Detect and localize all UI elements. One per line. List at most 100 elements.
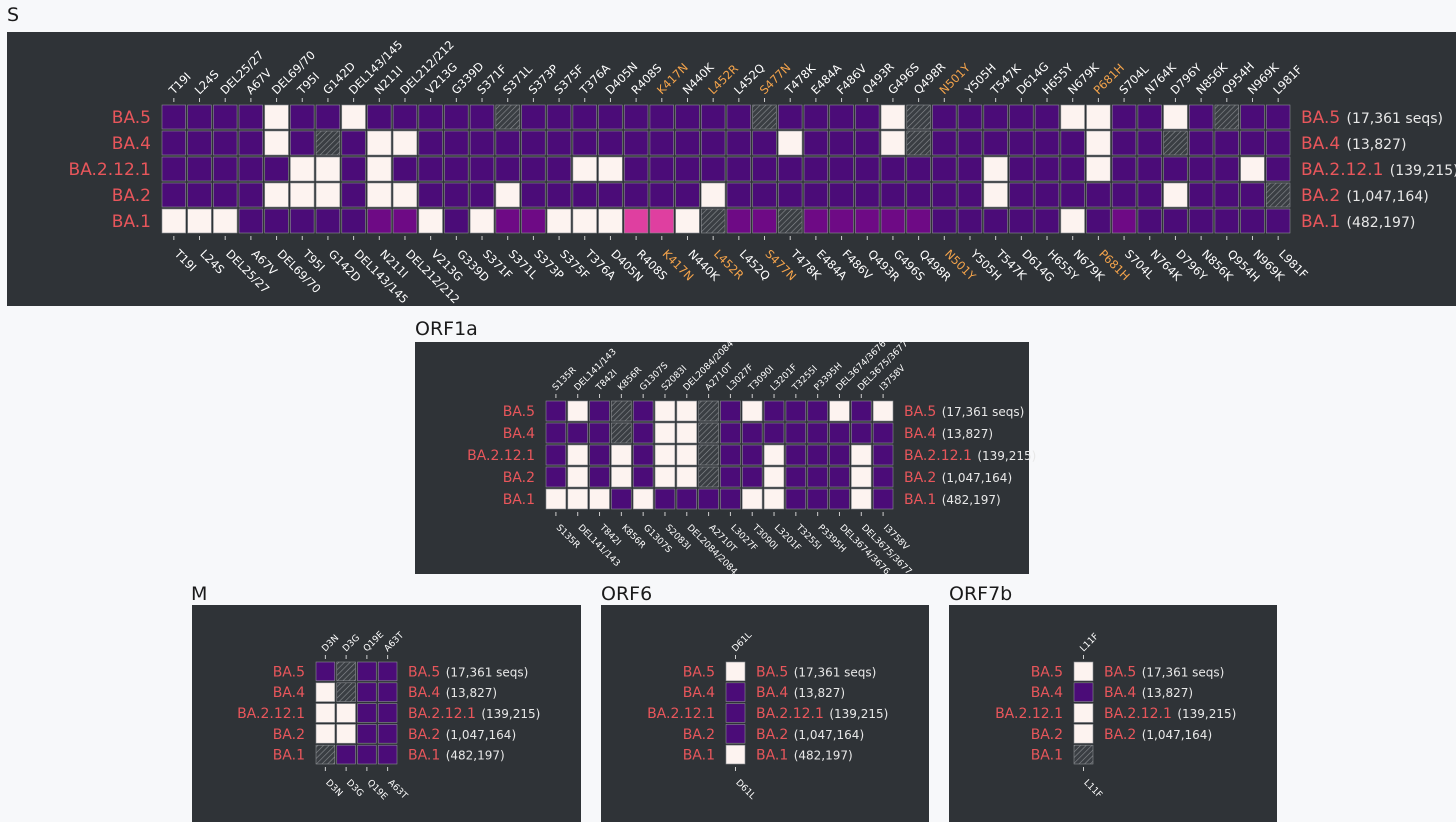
heatmap-cell bbox=[598, 208, 623, 234]
heatmap-cell bbox=[238, 182, 264, 208]
heatmap-cell bbox=[1188, 104, 1214, 130]
mutation-label-top: D3G bbox=[341, 633, 362, 654]
heatmap-cell bbox=[545, 466, 567, 488]
heatmap-cell bbox=[726, 182, 751, 208]
lineage-label-left: BA.5 bbox=[1031, 664, 1063, 680]
lineage-label-left: BA.4 bbox=[273, 685, 305, 701]
lineage-label-right: BA.2 (1,047,164) bbox=[756, 727, 864, 743]
heatmap-cell bbox=[187, 182, 212, 208]
sequence-count: (13,827) bbox=[942, 427, 993, 441]
heatmap-cell bbox=[785, 444, 807, 466]
heatmap-cell bbox=[377, 724, 398, 744]
heatmap-cell bbox=[315, 703, 336, 723]
heatmap-cell bbox=[1111, 182, 1137, 208]
heatmap-cell bbox=[632, 422, 654, 444]
sequence-count: (482,197) bbox=[794, 749, 853, 763]
heatmap-cell bbox=[752, 182, 777, 208]
heatmap-cell bbox=[161, 130, 186, 156]
heatmap-cell bbox=[906, 156, 931, 182]
heatmap-cell bbox=[1266, 156, 1291, 182]
sequence-count: (13,827) bbox=[1142, 686, 1193, 700]
heatmap-cell bbox=[957, 156, 983, 182]
heatmap-cell bbox=[829, 156, 854, 182]
heatmap-cell bbox=[675, 130, 700, 156]
heatmap-cell bbox=[701, 156, 726, 182]
heatmap-cell bbox=[1214, 104, 1239, 130]
heatmap-cell bbox=[698, 488, 719, 510]
heatmap-cell bbox=[341, 104, 366, 130]
heatmap-cell bbox=[1009, 208, 1034, 234]
lineage-label-left: BA.1 bbox=[1031, 748, 1063, 764]
heatmap-cell bbox=[357, 703, 377, 723]
heatmap-cell bbox=[213, 130, 238, 156]
heatmap-cell bbox=[545, 444, 567, 466]
heatmap-cell bbox=[675, 156, 700, 182]
heatmap-cell bbox=[567, 422, 588, 444]
heatmap-cell bbox=[495, 104, 520, 130]
heatmap-cell bbox=[1073, 682, 1094, 702]
sequence-count: (13,827) bbox=[1347, 137, 1407, 153]
heatmap-s: BA.5 BA.4 BA.2.12.1 BA.2 BA.1 BA.5 (17,361 seq… bbox=[69, 38, 1456, 307]
heatmap-cell bbox=[1240, 104, 1265, 130]
heatmap-cell bbox=[675, 208, 700, 234]
lineage-label-left: BA.2.12.1 bbox=[647, 706, 715, 722]
heatmap-cell bbox=[1137, 104, 1162, 130]
heatmap-cell bbox=[545, 422, 567, 444]
heatmap-cell bbox=[983, 104, 1008, 130]
heatmap-cell bbox=[357, 682, 377, 702]
heatmap-cell bbox=[1060, 130, 1085, 156]
lineage-label-right: BA.4 (13,827) bbox=[904, 426, 993, 442]
heatmap-cell bbox=[1009, 130, 1034, 156]
heatmap-cell bbox=[803, 208, 829, 234]
heatmap-cell bbox=[611, 444, 632, 466]
mutation-label-top: T19I bbox=[165, 69, 193, 97]
heatmap-cell bbox=[632, 488, 654, 510]
heatmap-cell bbox=[1009, 182, 1034, 208]
heatmap-cell bbox=[829, 182, 854, 208]
heatmap-cell bbox=[829, 104, 854, 130]
heatmap-cell bbox=[418, 130, 443, 156]
heatmap-cell bbox=[589, 400, 610, 422]
sequence-count: (482,197) bbox=[942, 493, 1001, 507]
heatmap-panel-orf7b: BA.5 BA.4 BA.2.12.1 BA.2 BA.1 BA.5 (17,361 seq… bbox=[949, 605, 1277, 822]
mutation-label-top: D3N bbox=[320, 633, 341, 654]
heatmap-cell bbox=[418, 104, 443, 130]
heatmap-cell bbox=[726, 156, 751, 182]
heatmap-cell bbox=[1240, 156, 1265, 182]
heatmap-cell bbox=[392, 208, 418, 234]
heatmap-cell bbox=[1214, 182, 1239, 208]
heatmap-cell bbox=[1073, 724, 1094, 744]
sequence-count: (17,361 seqs) bbox=[1347, 111, 1443, 127]
heatmap-cell bbox=[829, 444, 850, 466]
heatmap-cell bbox=[469, 208, 495, 234]
sequence-count: (1,047,164) bbox=[794, 728, 864, 742]
heatmap-cell bbox=[649, 156, 674, 182]
sequence-count: (17,361 seqs) bbox=[446, 665, 529, 679]
heatmap-cell bbox=[444, 182, 469, 208]
heatmap-cell bbox=[572, 182, 597, 208]
heatmap-cell bbox=[1034, 182, 1060, 208]
lineage-label-left: BA.5 bbox=[503, 404, 535, 420]
heatmap-cell bbox=[1240, 182, 1265, 208]
heatmap-cell bbox=[932, 208, 957, 234]
heatmap-cell bbox=[572, 208, 597, 234]
heatmap-cell bbox=[341, 156, 366, 182]
heatmap-cell bbox=[752, 104, 777, 130]
heatmap-cell bbox=[654, 466, 676, 488]
heatmap-cell bbox=[778, 104, 803, 130]
heatmap-cell bbox=[598, 182, 623, 208]
heatmap-cell bbox=[546, 182, 572, 208]
heatmap-cell bbox=[495, 182, 520, 208]
lineage-label-left: BA.4 bbox=[112, 134, 151, 154]
heatmap-cell bbox=[161, 104, 186, 130]
heatmap-cell bbox=[763, 400, 785, 422]
heatmap-cell bbox=[829, 466, 850, 488]
heatmap-cell bbox=[807, 466, 828, 488]
heatmap-cell bbox=[290, 208, 315, 234]
heatmap-cell bbox=[675, 104, 700, 130]
heatmap-cell bbox=[983, 156, 1008, 182]
lineage-label-right: BA.4 (13,827) bbox=[756, 685, 845, 701]
heatmap-orf1a: BA.5 BA.4 BA.2.12.1 BA.2 BA.1 BA.5 (17,361 seq… bbox=[467, 339, 1036, 577]
heatmap-cell bbox=[238, 208, 264, 234]
heatmap-cell bbox=[742, 400, 763, 422]
